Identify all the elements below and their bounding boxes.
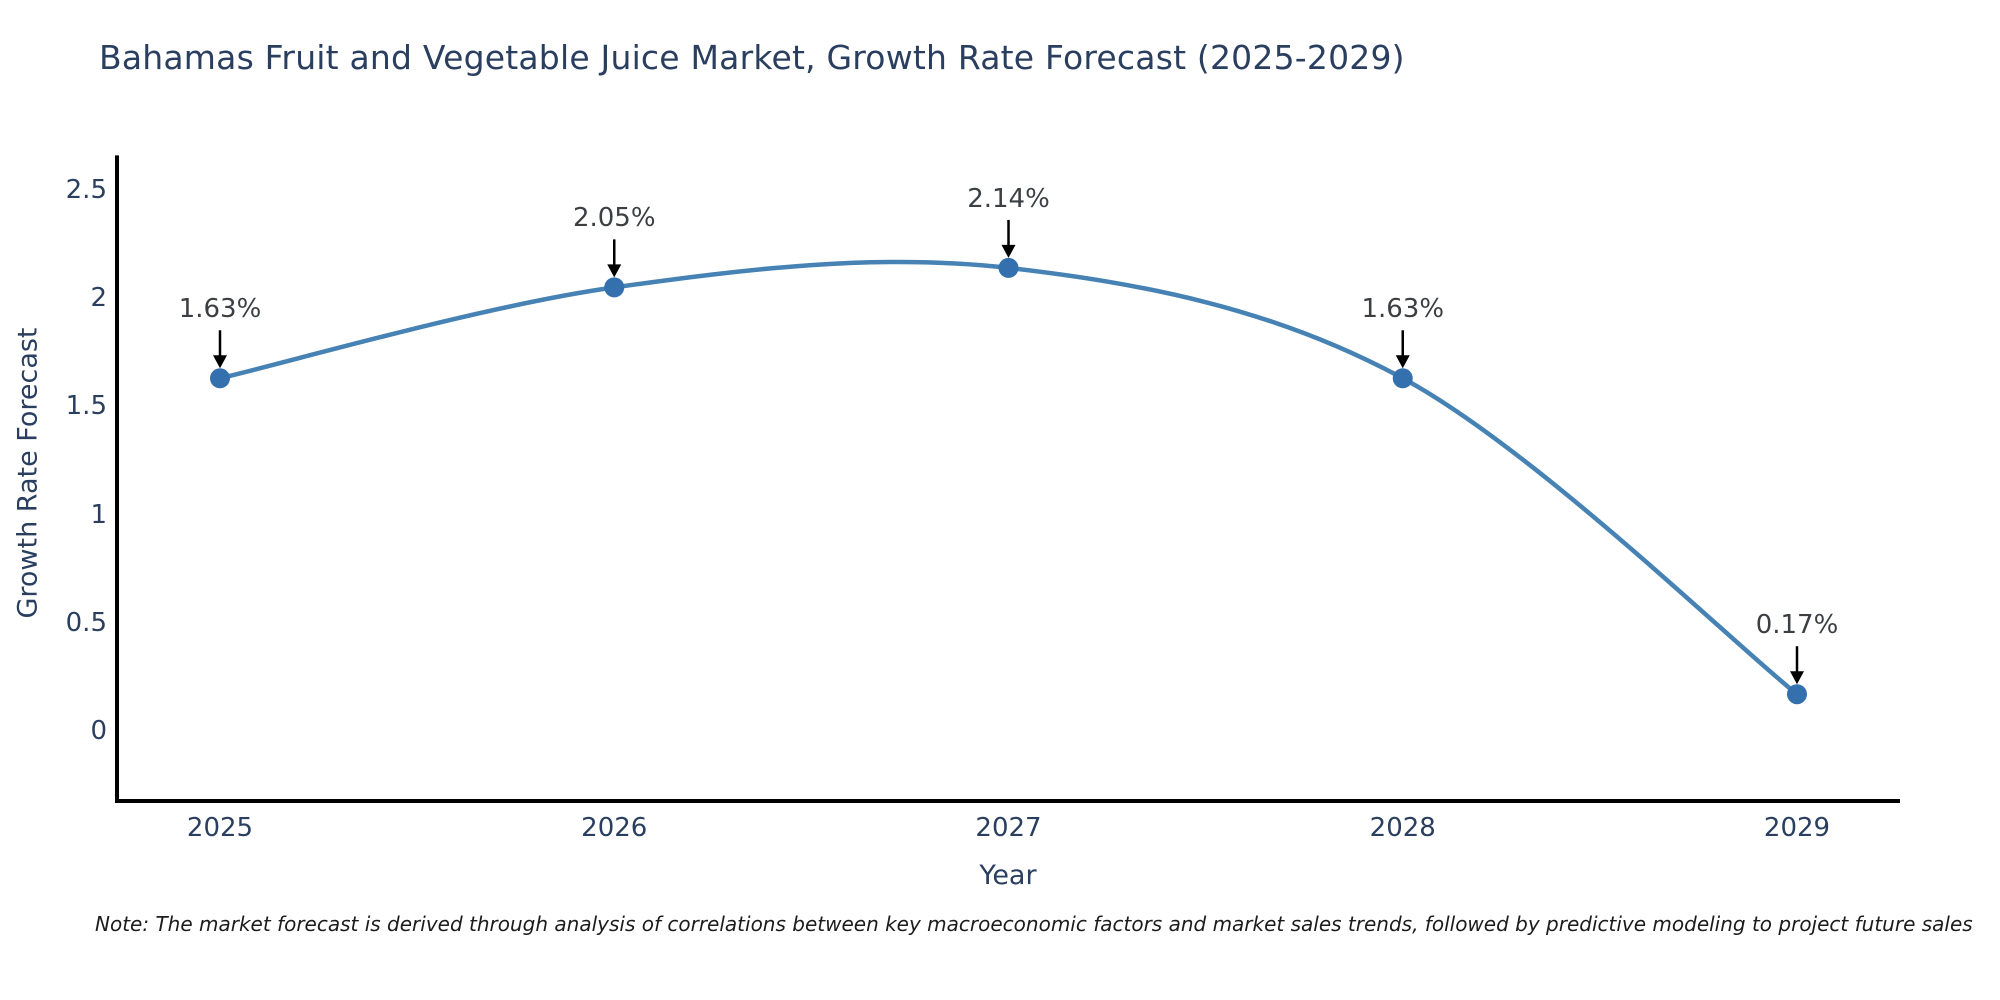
x-tick-label-2029: 2029 bbox=[1763, 813, 1831, 843]
x-axis-title: Year bbox=[979, 860, 1037, 891]
x-tick-label-2027: 2027 bbox=[975, 813, 1042, 843]
point-annotation-2028: 1.63% bbox=[1361, 294, 1445, 325]
annotation-arrow-head-2025 bbox=[213, 355, 227, 369]
point-annotation-2027: 2.14% bbox=[967, 183, 1050, 214]
y-tick-label-1.5: 1.5 bbox=[65, 391, 107, 422]
annotation-arrow-head-2028 bbox=[1395, 355, 1410, 369]
data-point-2029 bbox=[1787, 684, 1807, 705]
data-point-2027 bbox=[998, 257, 1019, 278]
data-point-2028 bbox=[1392, 368, 1413, 389]
x-tick-label-2025: 2025 bbox=[186, 813, 254, 843]
x-tick-label-2028: 2028 bbox=[1369, 813, 1436, 843]
point-annotation-2029: 0.17% bbox=[1755, 610, 1839, 641]
y-tick-label-2.5: 2.5 bbox=[65, 175, 107, 205]
data-point-2025 bbox=[210, 368, 230, 389]
y-tick-label-0: 0 bbox=[90, 716, 107, 746]
data-point-2026 bbox=[604, 277, 625, 298]
x-tick-label-2026: 2026 bbox=[581, 813, 648, 843]
forecast-line bbox=[217, 259, 1800, 697]
chart-title: Bahamas Fruit and Vegetable Juice Market… bbox=[99, 38, 1405, 77]
annotation-arrow-head-2029 bbox=[1790, 671, 1804, 685]
footnote: Note: The market forecast is derived thr… bbox=[95, 912, 1973, 936]
y-tick-label-1: 1 bbox=[90, 499, 107, 530]
y-tick-label-0.5: 0.5 bbox=[65, 607, 107, 638]
y-tick-label-2: 2 bbox=[90, 283, 107, 314]
annotation-arrow-head-2026 bbox=[607, 264, 622, 278]
point-annotation-2025: 1.63% bbox=[178, 294, 262, 325]
y-axis-title: Growth Rate Forecast bbox=[12, 327, 44, 619]
annotation-arrow-head-2027 bbox=[1001, 244, 1016, 258]
point-annotation-2026: 2.05% bbox=[572, 203, 656, 234]
